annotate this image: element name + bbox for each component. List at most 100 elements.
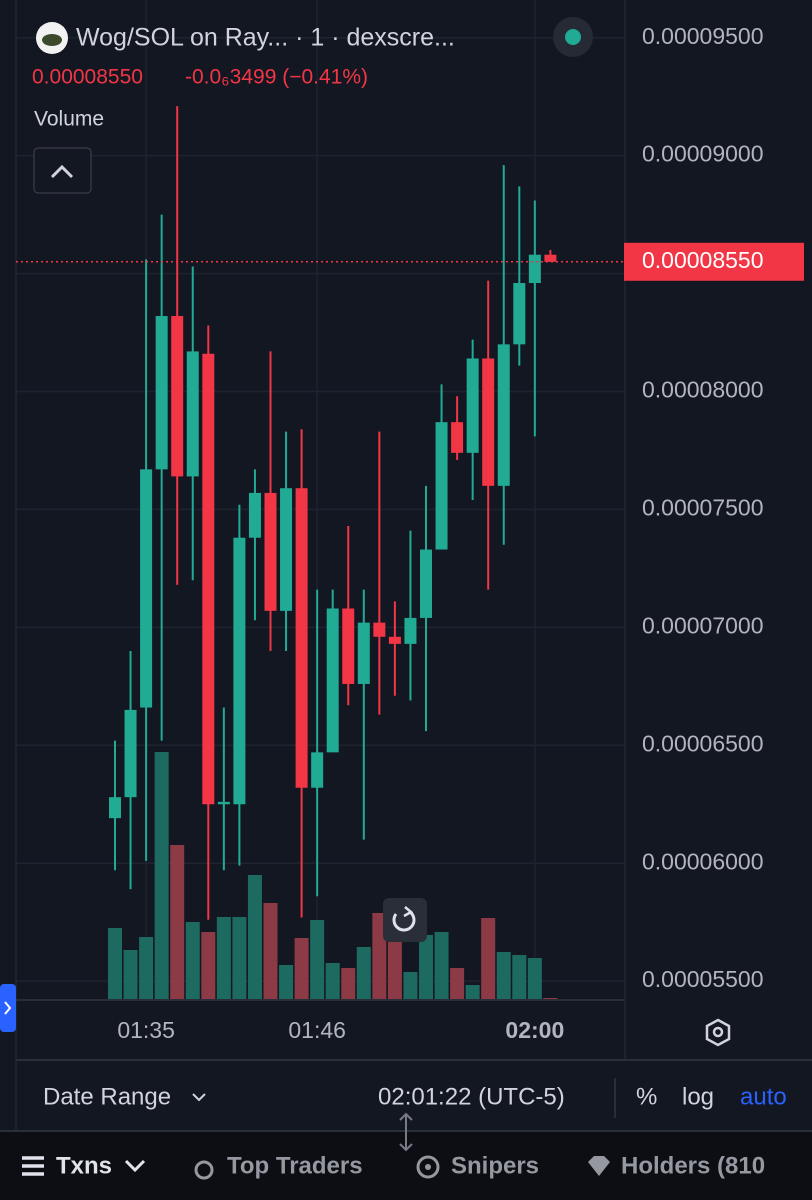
reset-icon bbox=[403, 906, 414, 918]
trophy-icon bbox=[194, 1160, 214, 1180]
volume-bar bbox=[387, 942, 402, 1000]
candle-body bbox=[497, 344, 510, 486]
y-tick-label: 0.00009000 bbox=[642, 141, 764, 167]
percent-toggle[interactable]: % bbox=[636, 1083, 657, 1110]
volume-bar bbox=[419, 935, 433, 1000]
date-range[interactable]: Date Range bbox=[43, 1083, 171, 1110]
volume-bar bbox=[356, 947, 371, 1000]
side-tab[interactable] bbox=[0, 984, 16, 1032]
side-tab-icon bbox=[4, 1001, 12, 1015]
volume-bar bbox=[434, 932, 449, 1000]
volume-bar bbox=[512, 955, 527, 1000]
volume-bar bbox=[108, 928, 122, 1000]
chevron-icon bbox=[50, 164, 74, 179]
candle-body bbox=[451, 422, 464, 453]
volume-bar bbox=[325, 963, 340, 1000]
header-change: -0.0₆3499 (−0.41%) bbox=[185, 66, 368, 89]
y-tick-label: 0.00007000 bbox=[642, 612, 764, 638]
status-dot bbox=[565, 29, 581, 45]
candle-body bbox=[186, 351, 199, 477]
tab[interactable]: Snipers bbox=[451, 1152, 539, 1179]
candle-body bbox=[202, 353, 215, 805]
reset-icon bbox=[392, 910, 416, 932]
tab[interactable]: Top Traders bbox=[227, 1152, 363, 1179]
candle-body bbox=[295, 488, 308, 788]
candle-body bbox=[311, 752, 324, 788]
target-icon bbox=[425, 1164, 431, 1170]
volume-pane bbox=[108, 752, 558, 1000]
volume-bar bbox=[465, 985, 480, 1000]
volume-bar bbox=[170, 845, 185, 1000]
candle-body bbox=[248, 492, 261, 538]
tab[interactable]: Txns bbox=[56, 1152, 112, 1179]
volume-bar bbox=[139, 937, 154, 1000]
candle-body bbox=[124, 709, 137, 798]
dropdown-icon bbox=[124, 1159, 146, 1173]
target-icon bbox=[416, 1155, 440, 1179]
time-axis: 01:35 01:46 02:00 bbox=[117, 1017, 564, 1043]
y-tick-label: 0.00006500 bbox=[642, 730, 764, 756]
volume-bar bbox=[201, 932, 216, 1000]
clock: 02:01:22 (UTC-5) bbox=[378, 1083, 565, 1110]
candle-body bbox=[513, 283, 526, 345]
volume-bar bbox=[123, 950, 138, 1000]
volume-bar bbox=[232, 917, 247, 1000]
volume-bar bbox=[185, 922, 200, 1000]
settings-icon bbox=[712, 1026, 724, 1038]
header-price: 0.00008550 bbox=[32, 66, 143, 89]
candle-body bbox=[326, 608, 339, 753]
candle-body bbox=[357, 622, 370, 684]
candle-body bbox=[528, 254, 541, 284]
candle-body bbox=[342, 608, 355, 684]
pane-label: Volume bbox=[34, 108, 104, 131]
volume-bar bbox=[263, 903, 278, 1000]
candle-body bbox=[420, 549, 432, 618]
candle-body bbox=[233, 537, 246, 805]
tab[interactable]: Holders (810 bbox=[621, 1152, 765, 1179]
candle-body bbox=[373, 622, 386, 637]
settings-icon[interactable] bbox=[705, 1018, 731, 1047]
candle-body bbox=[171, 316, 184, 477]
last-price-label: 0.00008550 bbox=[642, 247, 764, 273]
auto-toggle[interactable]: auto bbox=[740, 1083, 787, 1110]
candle-body bbox=[482, 358, 495, 486]
collapse-button[interactable] bbox=[33, 147, 92, 194]
volume-bar bbox=[372, 913, 387, 1000]
volume-bar bbox=[279, 965, 294, 1000]
volume-bar bbox=[247, 875, 262, 1000]
volume-bar bbox=[450, 968, 465, 1000]
txns-icon bbox=[22, 1156, 44, 1176]
y-tick-label: 0.00006000 bbox=[642, 848, 764, 874]
y-tick-label: 0.00008000 bbox=[642, 377, 764, 403]
candle-body bbox=[264, 492, 277, 611]
log-toggle[interactable]: log bbox=[682, 1083, 714, 1110]
candle-body bbox=[155, 316, 168, 470]
volume-bar bbox=[496, 952, 511, 1000]
volume-bar bbox=[341, 968, 356, 1000]
candle-body bbox=[109, 797, 121, 819]
reset-button[interactable] bbox=[383, 898, 427, 942]
dropdown-icon bbox=[192, 1093, 206, 1102]
token-icon bbox=[42, 34, 62, 46]
volume-bar bbox=[403, 972, 418, 1000]
candle-body bbox=[388, 636, 401, 644]
y-tick-label: 0.00007500 bbox=[642, 495, 764, 521]
candle-body bbox=[544, 254, 557, 262]
candle-body bbox=[280, 488, 293, 611]
resize-handle[interactable] bbox=[399, 1112, 413, 1152]
volume-bar bbox=[216, 917, 231, 1000]
diamond-icon bbox=[588, 1156, 610, 1176]
last-price-badge bbox=[624, 242, 804, 281]
x-tick-label: 01:46 bbox=[288, 1017, 346, 1043]
y-tick-label: 0.00009500 bbox=[642, 23, 764, 49]
volume-bar bbox=[154, 752, 169, 1000]
candles bbox=[109, 106, 557, 920]
volume-bar bbox=[527, 958, 542, 1000]
candle-body bbox=[140, 469, 153, 708]
candle-body bbox=[217, 801, 230, 805]
x-tick-label: 02:00 bbox=[505, 1017, 564, 1043]
x-tick-label: 01:35 bbox=[117, 1017, 175, 1043]
candle-body bbox=[466, 358, 479, 453]
volume-bar bbox=[294, 938, 309, 1000]
